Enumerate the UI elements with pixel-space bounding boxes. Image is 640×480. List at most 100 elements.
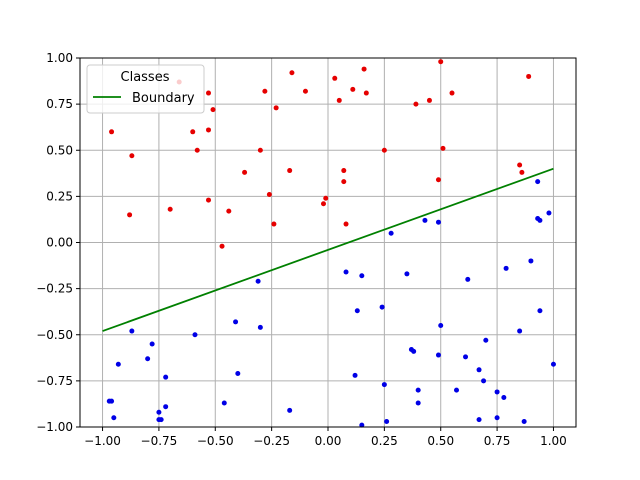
- data-point-red: [129, 153, 135, 159]
- data-point-red: [519, 169, 525, 175]
- data-point-red: [413, 101, 419, 107]
- data-point-blue: [359, 422, 365, 428]
- x-tick-label: −0.75: [141, 434, 178, 448]
- data-point-blue: [404, 271, 410, 277]
- data-point-blue: [521, 418, 527, 424]
- data-point-blue: [546, 210, 552, 216]
- data-point-blue: [465, 276, 471, 282]
- data-point-blue: [343, 269, 349, 275]
- data-point-red: [517, 162, 523, 168]
- data-point-blue: [422, 217, 428, 223]
- data-point-blue: [494, 415, 500, 421]
- data-point-red: [381, 147, 387, 153]
- data-point-red: [266, 192, 272, 198]
- data-point-blue: [255, 278, 261, 284]
- data-point-red: [190, 129, 196, 135]
- data-point-blue: [257, 324, 263, 330]
- data-point-red: [320, 201, 326, 207]
- data-point-blue: [163, 404, 169, 410]
- data-point-blue: [379, 304, 385, 310]
- boundary-line: [102, 167, 554, 332]
- data-point-blue: [111, 415, 117, 421]
- x-tick-label: 1.00: [540, 434, 567, 448]
- x-tick-label: 0.00: [315, 434, 342, 448]
- data-point-red: [194, 147, 200, 153]
- data-point-blue: [192, 332, 198, 338]
- legend-box: [86, 64, 205, 114]
- data-point-blue: [550, 361, 556, 367]
- legend-title: Classes: [121, 70, 170, 85]
- data-point-red: [271, 221, 277, 227]
- x-tick-label: 0.75: [484, 434, 511, 448]
- data-point-blue: [287, 407, 293, 413]
- data-point-blue: [438, 323, 444, 329]
- data-point-red: [426, 97, 432, 103]
- data-point-blue: [411, 348, 417, 354]
- data-point-blue: [158, 417, 164, 423]
- data-point-blue: [476, 417, 482, 423]
- data-point-blue: [149, 341, 155, 347]
- data-point-blue: [501, 394, 507, 400]
- y-tick-label: 1.00: [46, 51, 73, 65]
- data-point-red: [341, 168, 347, 174]
- grid: [80, 57, 576, 428]
- data-point-blue: [145, 356, 151, 362]
- data-point-blue: [233, 319, 239, 325]
- x-tick-label: −0.25: [253, 434, 290, 448]
- data-point-blue: [503, 265, 509, 271]
- data-point-red: [526, 73, 532, 79]
- data-point-blue: [109, 398, 115, 404]
- boundary-layer: [102, 167, 554, 332]
- data-point-red: [257, 147, 263, 153]
- data-point-blue: [494, 389, 500, 395]
- data-point-blue: [463, 354, 469, 360]
- data-point-red: [363, 90, 369, 96]
- data-point-blue: [537, 217, 543, 223]
- data-point-red: [361, 66, 367, 72]
- data-point-red: [438, 59, 444, 65]
- data-point-blue: [163, 374, 169, 380]
- data-point-red: [273, 105, 279, 111]
- y-tick-label: −0.25: [36, 282, 73, 296]
- data-point-red: [289, 70, 295, 76]
- y-tick-label: 0.50: [46, 143, 73, 157]
- data-point-red: [287, 168, 293, 174]
- x-tick-label: −1.00: [84, 434, 121, 448]
- data-point-blue: [415, 387, 421, 393]
- data-point-red: [167, 206, 173, 212]
- data-point-blue: [528, 258, 534, 264]
- points-layer: [106, 59, 556, 428]
- data-point-red: [302, 88, 308, 94]
- data-point-red: [350, 86, 356, 92]
- data-point-blue: [481, 378, 487, 384]
- y-tick-label: 0.00: [46, 236, 73, 250]
- data-point-blue: [388, 230, 394, 236]
- data-point-red: [440, 145, 446, 151]
- data-point-red: [336, 97, 342, 103]
- data-point-red: [219, 243, 225, 249]
- y-tick-label: −0.75: [36, 374, 73, 388]
- data-point-red: [206, 197, 212, 203]
- y-tick-label: −0.50: [36, 328, 73, 342]
- data-point-red: [127, 212, 133, 218]
- y-axis: −1.00 −0.75 −0.50 −0.25 0.00 0.25 0.50 0.75 1.00: [36, 51, 80, 434]
- data-point-blue: [483, 337, 489, 343]
- x-tick-label: 0.50: [427, 434, 454, 448]
- data-point-red: [323, 195, 329, 201]
- data-point-red: [343, 221, 349, 227]
- data-point-blue: [352, 372, 358, 378]
- data-point-red: [210, 107, 216, 113]
- data-point-blue: [156, 409, 162, 415]
- data-point-blue: [129, 328, 135, 334]
- data-point-blue: [517, 328, 523, 334]
- data-point-blue: [535, 179, 541, 185]
- x-axis: −1.00 −0.75 −0.50 −0.25 0.00 0.25 0.50 0.75 1.00: [84, 427, 567, 448]
- legend: Classes Boundary: [86, 64, 205, 114]
- data-point-red: [341, 179, 347, 185]
- y-tick-label: 0.75: [46, 97, 73, 111]
- legend-entry-boundary: Boundary: [132, 91, 195, 106]
- data-point-red: [206, 90, 212, 96]
- data-point-red: [109, 129, 115, 135]
- data-point-blue: [381, 382, 387, 388]
